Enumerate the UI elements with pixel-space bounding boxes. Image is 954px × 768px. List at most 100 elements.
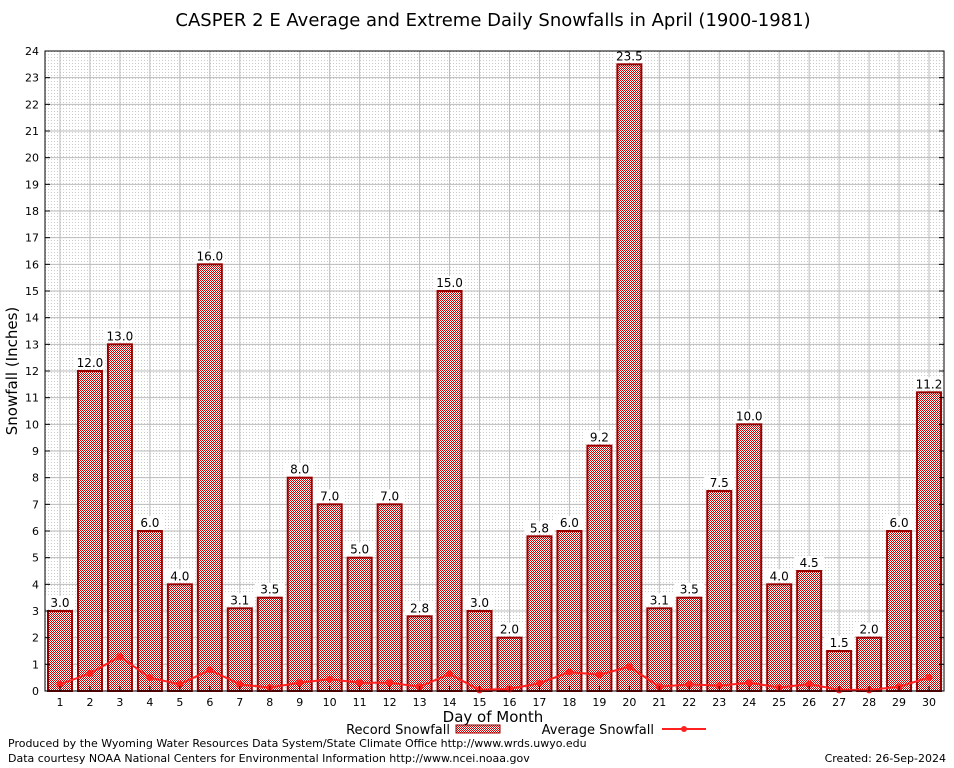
bar-label-bg xyxy=(314,489,345,503)
bar-label: 23.5 xyxy=(616,49,643,63)
x-tick-label: 1 xyxy=(56,696,63,709)
bar-label-bg xyxy=(224,593,255,607)
bar-record-day-3 xyxy=(106,343,133,692)
average-point-day-22 xyxy=(685,680,693,688)
x-tick-label: 2 xyxy=(86,696,93,709)
bar-record-day-6 xyxy=(196,263,223,692)
x-tick-label: 4 xyxy=(146,696,153,709)
bar-record-day-12 xyxy=(376,503,403,693)
bar-label: 2.0 xyxy=(500,623,519,637)
bar-label: 9.2 xyxy=(590,431,609,445)
y-tick-label: 6 xyxy=(32,525,39,538)
bar-label: 15.0 xyxy=(436,276,463,290)
x-axis-label: Day of Month xyxy=(443,708,544,726)
legend: Record Snowfall Average Snowfall xyxy=(346,723,706,738)
bar-label: 13.0 xyxy=(107,329,134,343)
footer-created: Created: 26-Sep-2024 xyxy=(824,752,946,765)
x-tick-label: 15 xyxy=(473,696,487,709)
y-tick-label: 1 xyxy=(32,658,39,671)
bar-label: 5.8 xyxy=(530,521,549,535)
bar-label: 3.5 xyxy=(680,583,699,597)
legend-marker-average xyxy=(681,726,687,732)
x-tick-label: 16 xyxy=(502,696,516,709)
bar-label-bg xyxy=(134,516,165,529)
bar-label: 12.0 xyxy=(77,356,104,370)
bar-label: 4.0 xyxy=(170,569,189,583)
x-tick-label: 12 xyxy=(383,696,397,709)
bar-record-day-1 xyxy=(46,610,73,692)
chart-title: CASPER 2 E Average and Extreme Daily Sno… xyxy=(175,10,810,31)
average-point-day-1 xyxy=(56,680,64,688)
average-point-day-17 xyxy=(535,679,543,687)
x-tick-label: 30 xyxy=(922,696,936,709)
bar-label: 10.0 xyxy=(736,409,763,423)
x-tick-label: 14 xyxy=(443,696,457,709)
bar-label: 4.0 xyxy=(770,569,789,583)
y-tick-label: 19 xyxy=(25,178,39,191)
footer-producer: Produced by the Wyoming Water Resources … xyxy=(8,737,587,750)
x-tick-label: 28 xyxy=(862,696,876,709)
x-tick-label: 20 xyxy=(622,696,636,709)
bar-label: 6.0 xyxy=(560,516,579,530)
bar-label-bg xyxy=(584,430,615,444)
bar-label-bg xyxy=(524,521,555,535)
bar-record-day-19 xyxy=(586,444,613,692)
bar-label-bg xyxy=(674,582,705,596)
x-tick-label: 26 xyxy=(802,696,816,709)
bar-record-day-5 xyxy=(166,583,193,692)
bar-record-day-24 xyxy=(736,423,763,692)
y-tick-label: 4 xyxy=(32,578,39,591)
bar-record-day-18 xyxy=(556,530,583,692)
y-tick-label: 12 xyxy=(25,365,39,378)
bar-label-bg xyxy=(104,329,135,343)
bar-record-day-16 xyxy=(496,636,523,693)
bar-record-day-22 xyxy=(676,596,703,693)
bar-record-day-2 xyxy=(76,370,103,692)
bar-label-bg xyxy=(824,636,855,649)
bar-label: 7.5 xyxy=(710,476,729,490)
bar-label-bg xyxy=(854,622,885,636)
y-tick-label: 20 xyxy=(25,152,39,165)
bar-label-bg xyxy=(914,377,945,391)
bar-label: 7.0 xyxy=(380,489,399,503)
legend-label-record: Record Snowfall xyxy=(346,723,450,738)
bar-record-day-4 xyxy=(136,530,163,692)
x-tick-label: 6 xyxy=(206,696,213,709)
bar-record-day-9 xyxy=(286,476,313,692)
bar-label-bg xyxy=(164,569,195,583)
x-tick-label: 25 xyxy=(772,696,786,709)
y-tick-label: 11 xyxy=(25,392,39,405)
y-tick-label: 21 xyxy=(25,125,39,138)
bar-label-bg xyxy=(764,569,795,583)
bar-label: 11.2 xyxy=(916,377,943,391)
average-point-day-26 xyxy=(805,680,813,688)
bar-record-day-26 xyxy=(796,570,823,692)
x-tick-label: 7 xyxy=(236,696,243,709)
bar-label-bg xyxy=(554,516,585,529)
bar-label-bg xyxy=(884,516,915,529)
bar-label: 2.8 xyxy=(410,601,429,615)
y-tick-label: 8 xyxy=(32,472,39,485)
average-point-day-30 xyxy=(925,673,933,681)
bar-label-bg xyxy=(494,622,525,636)
bar-label-bg xyxy=(734,409,765,423)
bar-record-day-11 xyxy=(346,556,373,693)
y-tick-label: 0 xyxy=(32,685,39,698)
average-point-day-23 xyxy=(715,682,723,690)
bar-label-bg xyxy=(644,593,675,607)
y-tick-label: 18 xyxy=(25,205,39,218)
bar-label: 6.0 xyxy=(890,516,909,530)
bar-label: 3.0 xyxy=(470,596,489,610)
bar-label: 3.0 xyxy=(50,596,69,610)
bar-label-bg xyxy=(794,556,825,569)
x-tick-label: 21 xyxy=(652,696,666,709)
chart: CASPER 2 E Average and Extreme Daily Sno… xyxy=(3,10,945,738)
bar-label-bg xyxy=(374,489,405,503)
x-tick-label: 9 xyxy=(296,696,303,709)
average-point-day-7 xyxy=(236,680,244,688)
bar-label-bg xyxy=(704,476,735,489)
bar-label-bg xyxy=(434,276,465,289)
y-tick-label: 2 xyxy=(32,632,39,645)
legend-swatch-record xyxy=(455,724,501,734)
